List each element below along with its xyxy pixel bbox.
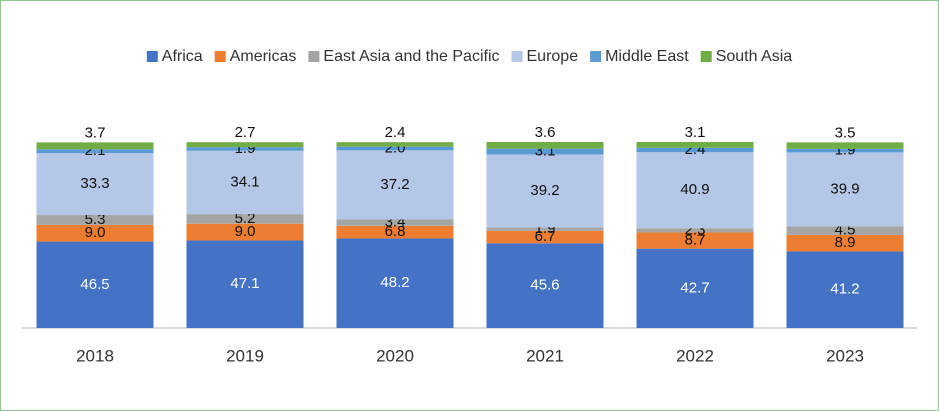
- value-label: 33.3: [80, 175, 109, 192]
- x-tick-label: 2023: [826, 346, 864, 365]
- bar-segment: [336, 150, 454, 220]
- x-tick-label: 2020: [376, 346, 414, 365]
- value-label: 9.0: [85, 224, 106, 241]
- value-label: 34.1: [230, 173, 259, 190]
- value-label: 2.0: [385, 139, 406, 156]
- bar-segment: [186, 240, 304, 328]
- legend-label: South Asia: [716, 48, 793, 65]
- value-label: 47.1: [230, 275, 259, 292]
- bar-segment: [36, 149, 154, 154]
- bar-segment: [186, 223, 304, 241]
- bar-segment: [486, 230, 604, 244]
- legend-swatch: [146, 51, 158, 62]
- bar-segment: [636, 147, 754, 153]
- bar-segment: [36, 224, 154, 242]
- x-tick-label: 2021: [526, 346, 564, 365]
- bar-segment: [36, 142, 154, 150]
- bar-segment: [486, 142, 604, 149]
- bar-segment: [486, 243, 604, 328]
- value-label: 37.2: [380, 176, 409, 193]
- value-label: 8.9: [835, 234, 856, 251]
- legend-label: Africa: [162, 48, 203, 65]
- bar-segment: [636, 232, 754, 249]
- value-label: 46.5: [80, 276, 109, 293]
- bar-segment: [786, 226, 904, 235]
- bar-segment: [186, 142, 304, 148]
- value-label: 6.8: [385, 223, 406, 240]
- bar-segment: [336, 238, 454, 328]
- value-label: 5.2: [235, 210, 256, 227]
- legend-label: Middle East: [605, 48, 689, 65]
- bar-segment: [636, 248, 754, 328]
- bar-segment: [36, 215, 154, 225]
- bar-segment: [786, 234, 904, 252]
- value-label: 3.1: [685, 124, 706, 141]
- bar-segment: [486, 154, 604, 228]
- value-label: 39.9: [830, 180, 859, 197]
- value-label: 40.9: [680, 181, 709, 198]
- value-label: 45.6: [530, 277, 559, 294]
- value-label: 2.7: [235, 124, 256, 141]
- bar-segment: [186, 147, 304, 151]
- bar-segment: [336, 142, 454, 147]
- value-label: 39.2: [530, 182, 559, 199]
- bar-segment: [336, 225, 454, 239]
- bar-segment: [186, 214, 304, 224]
- bar-segment: [786, 148, 904, 153]
- bar-segment: [186, 150, 304, 215]
- value-label: 3.6: [535, 124, 556, 141]
- bar-segment: [336, 146, 454, 151]
- bar-segment: [486, 148, 604, 155]
- x-tick-label: 2019: [226, 346, 264, 365]
- value-label: 5.3: [85, 211, 106, 228]
- bar-segment: [786, 152, 904, 227]
- legend-label: Europe: [527, 48, 579, 65]
- legend-swatch: [308, 51, 320, 62]
- legend-swatch: [214, 51, 226, 62]
- bar-segment: [486, 227, 604, 231]
- value-label: 6.7: [535, 228, 556, 245]
- bar-segment: [36, 153, 154, 216]
- value-label: 41.2: [830, 281, 859, 298]
- legend-label: East Asia and the Pacific: [323, 48, 499, 65]
- legend-swatch: [590, 51, 602, 62]
- legend-swatch: [700, 51, 712, 62]
- bar-segment: [786, 251, 904, 328]
- legend-label: Americas: [230, 48, 297, 65]
- bar-segment: [636, 228, 754, 233]
- x-tick-label: 2022: [676, 346, 714, 365]
- bar-segment: [336, 219, 454, 226]
- bar-segment: [36, 241, 154, 328]
- value-label: 2.4: [385, 124, 406, 141]
- value-label: 3.5: [835, 124, 856, 141]
- value-label: 48.2: [380, 274, 409, 291]
- x-tick-label: 2018: [76, 346, 114, 365]
- value-label: 3.7: [85, 124, 106, 141]
- bar-segment: [636, 152, 754, 229]
- legend-swatch: [511, 51, 523, 62]
- value-label: 9.0: [235, 223, 256, 240]
- bar-segment: [636, 142, 754, 148]
- value-label: 42.7: [680, 279, 709, 296]
- value-label: 8.7: [685, 232, 706, 249]
- bar-segment: [786, 142, 904, 149]
